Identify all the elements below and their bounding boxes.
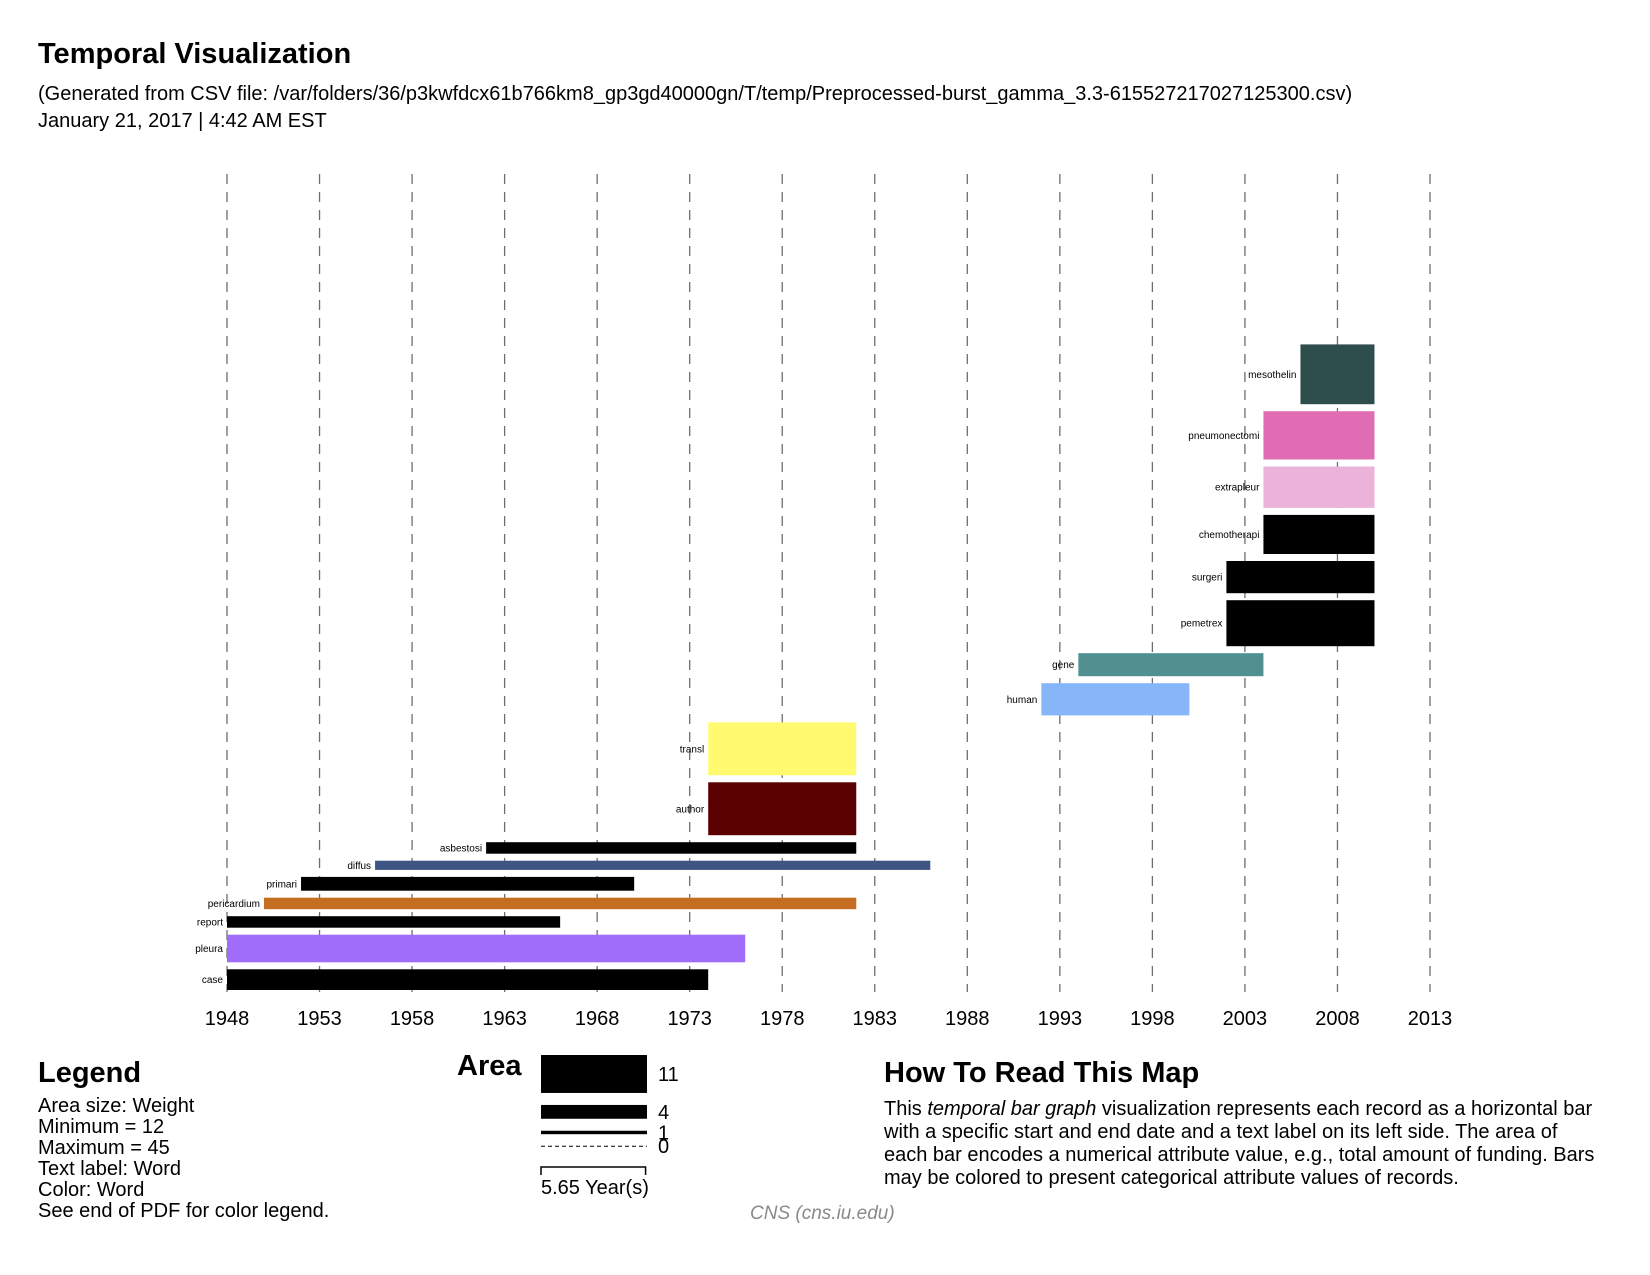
- x-tick-label: 1953: [297, 1008, 342, 1030]
- legend-line: Color: Word: [38, 1179, 145, 1201]
- legend-line: Minimum = 12: [38, 1116, 165, 1138]
- x-axis-ticks: 1948 1953 1958 1963 1968 1973 1978 1983 1988 1993…: [205, 1008, 1453, 1030]
- bar-label: pleura: [195, 944, 223, 955]
- bar-mesothelin: [1300, 344, 1375, 405]
- bar-label: transl: [680, 744, 704, 755]
- area-sample-label: 11: [658, 1064, 679, 1086]
- x-tick-label: 2003: [1223, 1008, 1268, 1030]
- how-to-read: How To Read This Map This temporal bar g…: [884, 1057, 1604, 1190]
- bar-pericardium: [264, 897, 857, 910]
- bar-transl: [708, 722, 857, 776]
- bar-label: extrapleur: [1215, 483, 1260, 494]
- source-file-line: (Generated from CSV file: /var/folders/3…: [38, 83, 1353, 105]
- bar-human: [1041, 683, 1190, 716]
- x-tick-label: 1958: [390, 1008, 435, 1030]
- x-tick-label: 2013: [1408, 1008, 1453, 1030]
- bar-labels: case pleura report pericardium primari diffus…: [195, 370, 1296, 986]
- bar-label: asbestosi: [440, 843, 482, 854]
- year-scale-bracket: [540, 1166, 647, 1175]
- page-title: Temporal Visualization: [38, 38, 352, 70]
- bar-label: pemetrex: [1181, 619, 1223, 630]
- bar-case: [227, 969, 709, 990]
- bar-label: report: [197, 917, 223, 928]
- year-scale-label: 5.65 Year(s): [541, 1177, 649, 1199]
- x-tick-label: 1998: [1130, 1008, 1175, 1030]
- bar-label: diffus: [347, 861, 371, 872]
- legend-title: Legend: [38, 1057, 142, 1089]
- x-tick-label: 1948: [205, 1008, 250, 1030]
- bar-label: case: [202, 975, 224, 986]
- how-to-read-title: How To Read This Map: [884, 1057, 1200, 1089]
- x-tick-label: 1993: [1038, 1008, 1083, 1030]
- area-sample-label: 4: [658, 1102, 669, 1124]
- area-sample: [541, 1104, 647, 1119]
- legend-line: Maximum = 45: [38, 1137, 170, 1159]
- area-sample: [541, 1055, 647, 1093]
- bar-primari: [301, 876, 635, 891]
- x-tick-label: 1988: [945, 1008, 990, 1030]
- bars: [227, 344, 1375, 990]
- bar-author: [708, 782, 857, 836]
- bar-gene: [1078, 653, 1264, 677]
- bar-label: surgeri: [1192, 573, 1223, 584]
- how-to-text: This: [884, 1098, 928, 1120]
- x-tick-label: 1983: [853, 1008, 898, 1030]
- header: Temporal Visualization (Generated from C…: [38, 38, 1352, 135]
- bar-label: mesothelin: [1248, 370, 1296, 381]
- bar-label: gene: [1052, 660, 1075, 671]
- area-sample-label: 0: [658, 1136, 669, 1158]
- legend-line: Area size: Weight: [38, 1095, 195, 1117]
- x-tick-label: 1973: [667, 1008, 712, 1030]
- legend: Legend Area size: Weight Minimum = 12 Ma…: [38, 1057, 329, 1222]
- bar-diffus: [375, 860, 931, 870]
- area-sample: [541, 1130, 647, 1135]
- how-to-read-body: This temporal bar graph visualization re…: [884, 1098, 1604, 1190]
- area-legend-samples: 11 410 5.65 Year(s): [540, 1055, 679, 1199]
- x-tick-label: 2008: [1315, 1008, 1360, 1030]
- bar-pemetrex: [1226, 600, 1375, 647]
- area-sample-label: 1: [658, 1122, 669, 1144]
- x-tick-label: 1978: [760, 1008, 805, 1030]
- legend-line: See end of PDF for color legend.: [38, 1200, 330, 1222]
- x-tick-label: 1968: [575, 1008, 620, 1030]
- how-to-text: visualization represents each record as …: [884, 1098, 1595, 1189]
- bar-report: [227, 916, 561, 928]
- area-legend-title: Area: [457, 1050, 522, 1082]
- bar-asbestosi: [486, 842, 857, 854]
- x-tick-label: 1963: [482, 1008, 527, 1030]
- legend-line: Text label: Word: [38, 1158, 182, 1180]
- bar-pleura: [227, 934, 746, 963]
- bar-label: human: [1007, 695, 1038, 706]
- bar-pneumonectomi: [1263, 411, 1375, 460]
- bar-label: pericardium: [208, 899, 260, 910]
- bar-label: pneumonectomi: [1188, 431, 1259, 442]
- credit: CNS (cns.iu.edu): [750, 1203, 895, 1224]
- bar-extrapleur: [1263, 466, 1375, 508]
- generated-date-line: January 21, 2017 | 4:42 AM EST: [38, 110, 327, 132]
- bar-label: chemotherapi: [1199, 530, 1260, 541]
- how-to-emphasis: temporal bar graph: [927, 1098, 1097, 1120]
- bar-label: author: [676, 804, 705, 815]
- temporal-bar-chart: case pleura report pericardium primari diffus…: [195, 174, 1453, 1030]
- bar-chemotherapi: [1263, 514, 1375, 554]
- bar-surgeri: [1226, 561, 1375, 594]
- bar-label: primari: [266, 879, 297, 890]
